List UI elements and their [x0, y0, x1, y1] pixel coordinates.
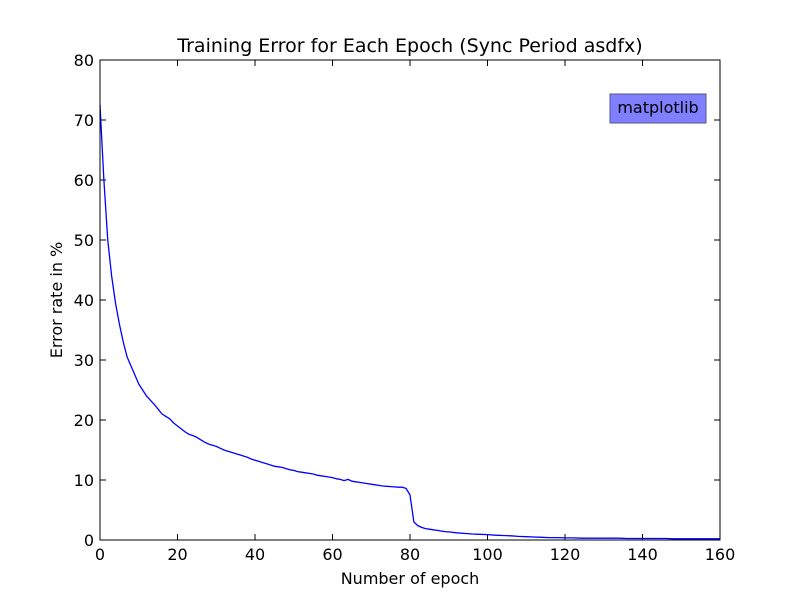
x-tick-label: 80: [400, 545, 420, 564]
chart-title: Training Error for Each Epoch (Sync Peri…: [176, 35, 642, 57]
x-tick-label: 60: [322, 545, 342, 564]
x-axis-label: Number of epoch: [341, 569, 480, 588]
annotation-box: matplotlib: [609, 93, 707, 124]
x-tick-label: 0: [95, 545, 105, 564]
y-tick-label: 60: [74, 171, 94, 190]
y-tick-label: 20: [74, 411, 94, 430]
plot-area: [100, 60, 720, 540]
y-tick-label: 40: [74, 291, 94, 310]
y-tick-label: 70: [74, 111, 94, 130]
x-tick-label: 160: [705, 545, 736, 564]
y-tick-label: 30: [74, 351, 94, 370]
series-line-0: [99, 104, 720, 540]
annotation-text: matplotlib: [617, 98, 698, 117]
y-axis-label: Error rate in %: [47, 242, 66, 359]
ticks-layer: 0 20 40 60 80 100 120 140 160 0 10 20 30 40 50 60 70 80: [74, 51, 736, 564]
y-tick-label: 80: [74, 51, 94, 70]
y-tick-label: 0: [84, 531, 94, 550]
x-tick-label: 20: [167, 545, 187, 564]
plot-frame: [99, 59, 721, 541]
y-tick-label: 50: [74, 231, 94, 250]
x-tick-label: 120: [550, 545, 581, 564]
y-tick-label: 10: [74, 471, 94, 490]
annotation-background: [609, 93, 707, 124]
line-layer: [99, 104, 720, 540]
x-tick-label: 100: [472, 545, 503, 564]
x-tick-label: 40: [245, 545, 265, 564]
x-tick-label: 140: [627, 545, 658, 564]
